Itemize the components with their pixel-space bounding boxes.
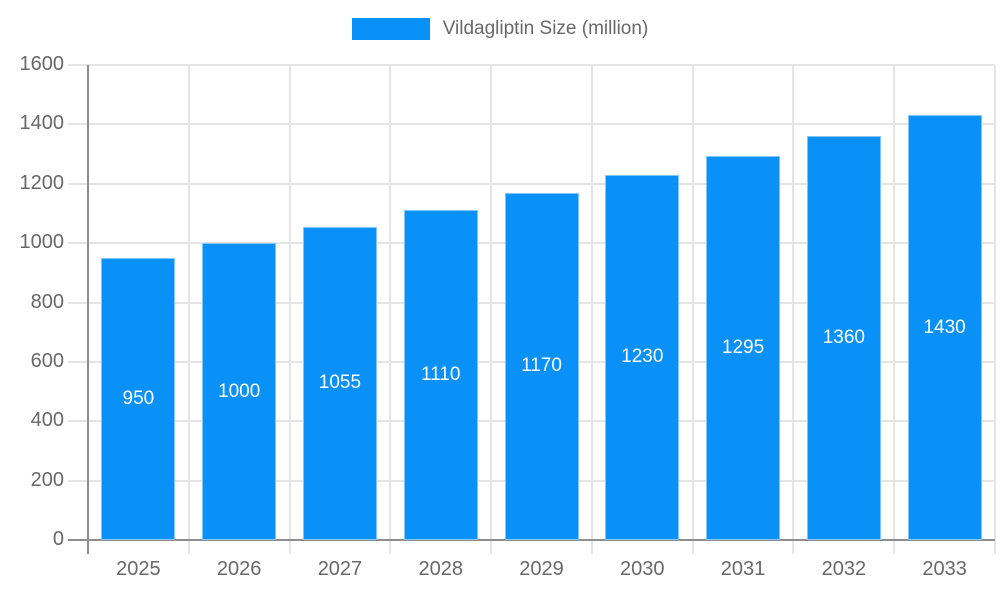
x-tick-label: 2028 [418,558,463,580]
y-tick-label: 0 [52,528,64,550]
legend: Vildagliptin Size (million) [0,18,1000,40]
bar [706,155,781,540]
x-tick-label: 2032 [821,558,867,580]
bar-value-label: 1000 [218,380,261,402]
bar [907,115,982,540]
y-tick-label: 1400 [19,112,65,135]
v-gridline [994,65,996,554]
bar [101,257,176,540]
bar-value-label: 1230 [621,346,664,368]
x-tick-label: 2033 [922,558,967,580]
v-gridline [691,65,694,554]
v-gridline [187,65,190,554]
y-tick-label: 1200 [19,171,65,194]
h-gridline [68,182,995,185]
bar-value-label: 1430 [923,316,966,338]
y-tick-label: 1000 [19,231,65,254]
legend-swatch [351,18,430,40]
y-axis-line [87,65,89,554]
bar [403,210,478,540]
x-tick-label: 2026 [216,558,262,580]
x-tick-label: 2030 [620,558,665,580]
y-tick-label: 600 [30,349,64,372]
x-tick-label: 2031 [720,558,766,580]
x-tick-label: 2025 [116,558,161,580]
x-tick-label: 2027 [317,558,363,580]
bar-value-label: 950 [122,387,155,409]
v-gridline [792,65,795,554]
h-gridline [68,64,995,66]
bar [302,226,377,540]
x-axis-line [68,539,995,541]
x-tick-label: 2029 [519,558,564,580]
legend-item[interactable]: Vildagliptin Size (million) [351,18,649,40]
bar [202,243,277,540]
y-tick-label: 400 [30,409,64,432]
h-gridline [68,123,995,126]
bar [504,192,579,540]
v-gridline [590,65,593,554]
legend-label: Vildagliptin Size (million) [442,18,649,39]
y-tick-label: 1600 [19,53,65,75]
bar [605,174,680,540]
y-tick-label: 200 [30,468,64,491]
bar-value-label: 1055 [318,372,362,394]
v-gridline [389,65,392,554]
bar-value-label: 1110 [420,364,461,386]
v-gridline [490,65,493,554]
bar-value-label: 1360 [822,327,865,349]
bar-value-label: 1295 [721,336,765,358]
v-gridline [288,65,291,554]
y-tick-label: 800 [30,290,64,313]
bar [806,136,881,540]
v-gridline [893,65,896,554]
bar-value-label: 1170 [521,355,562,377]
